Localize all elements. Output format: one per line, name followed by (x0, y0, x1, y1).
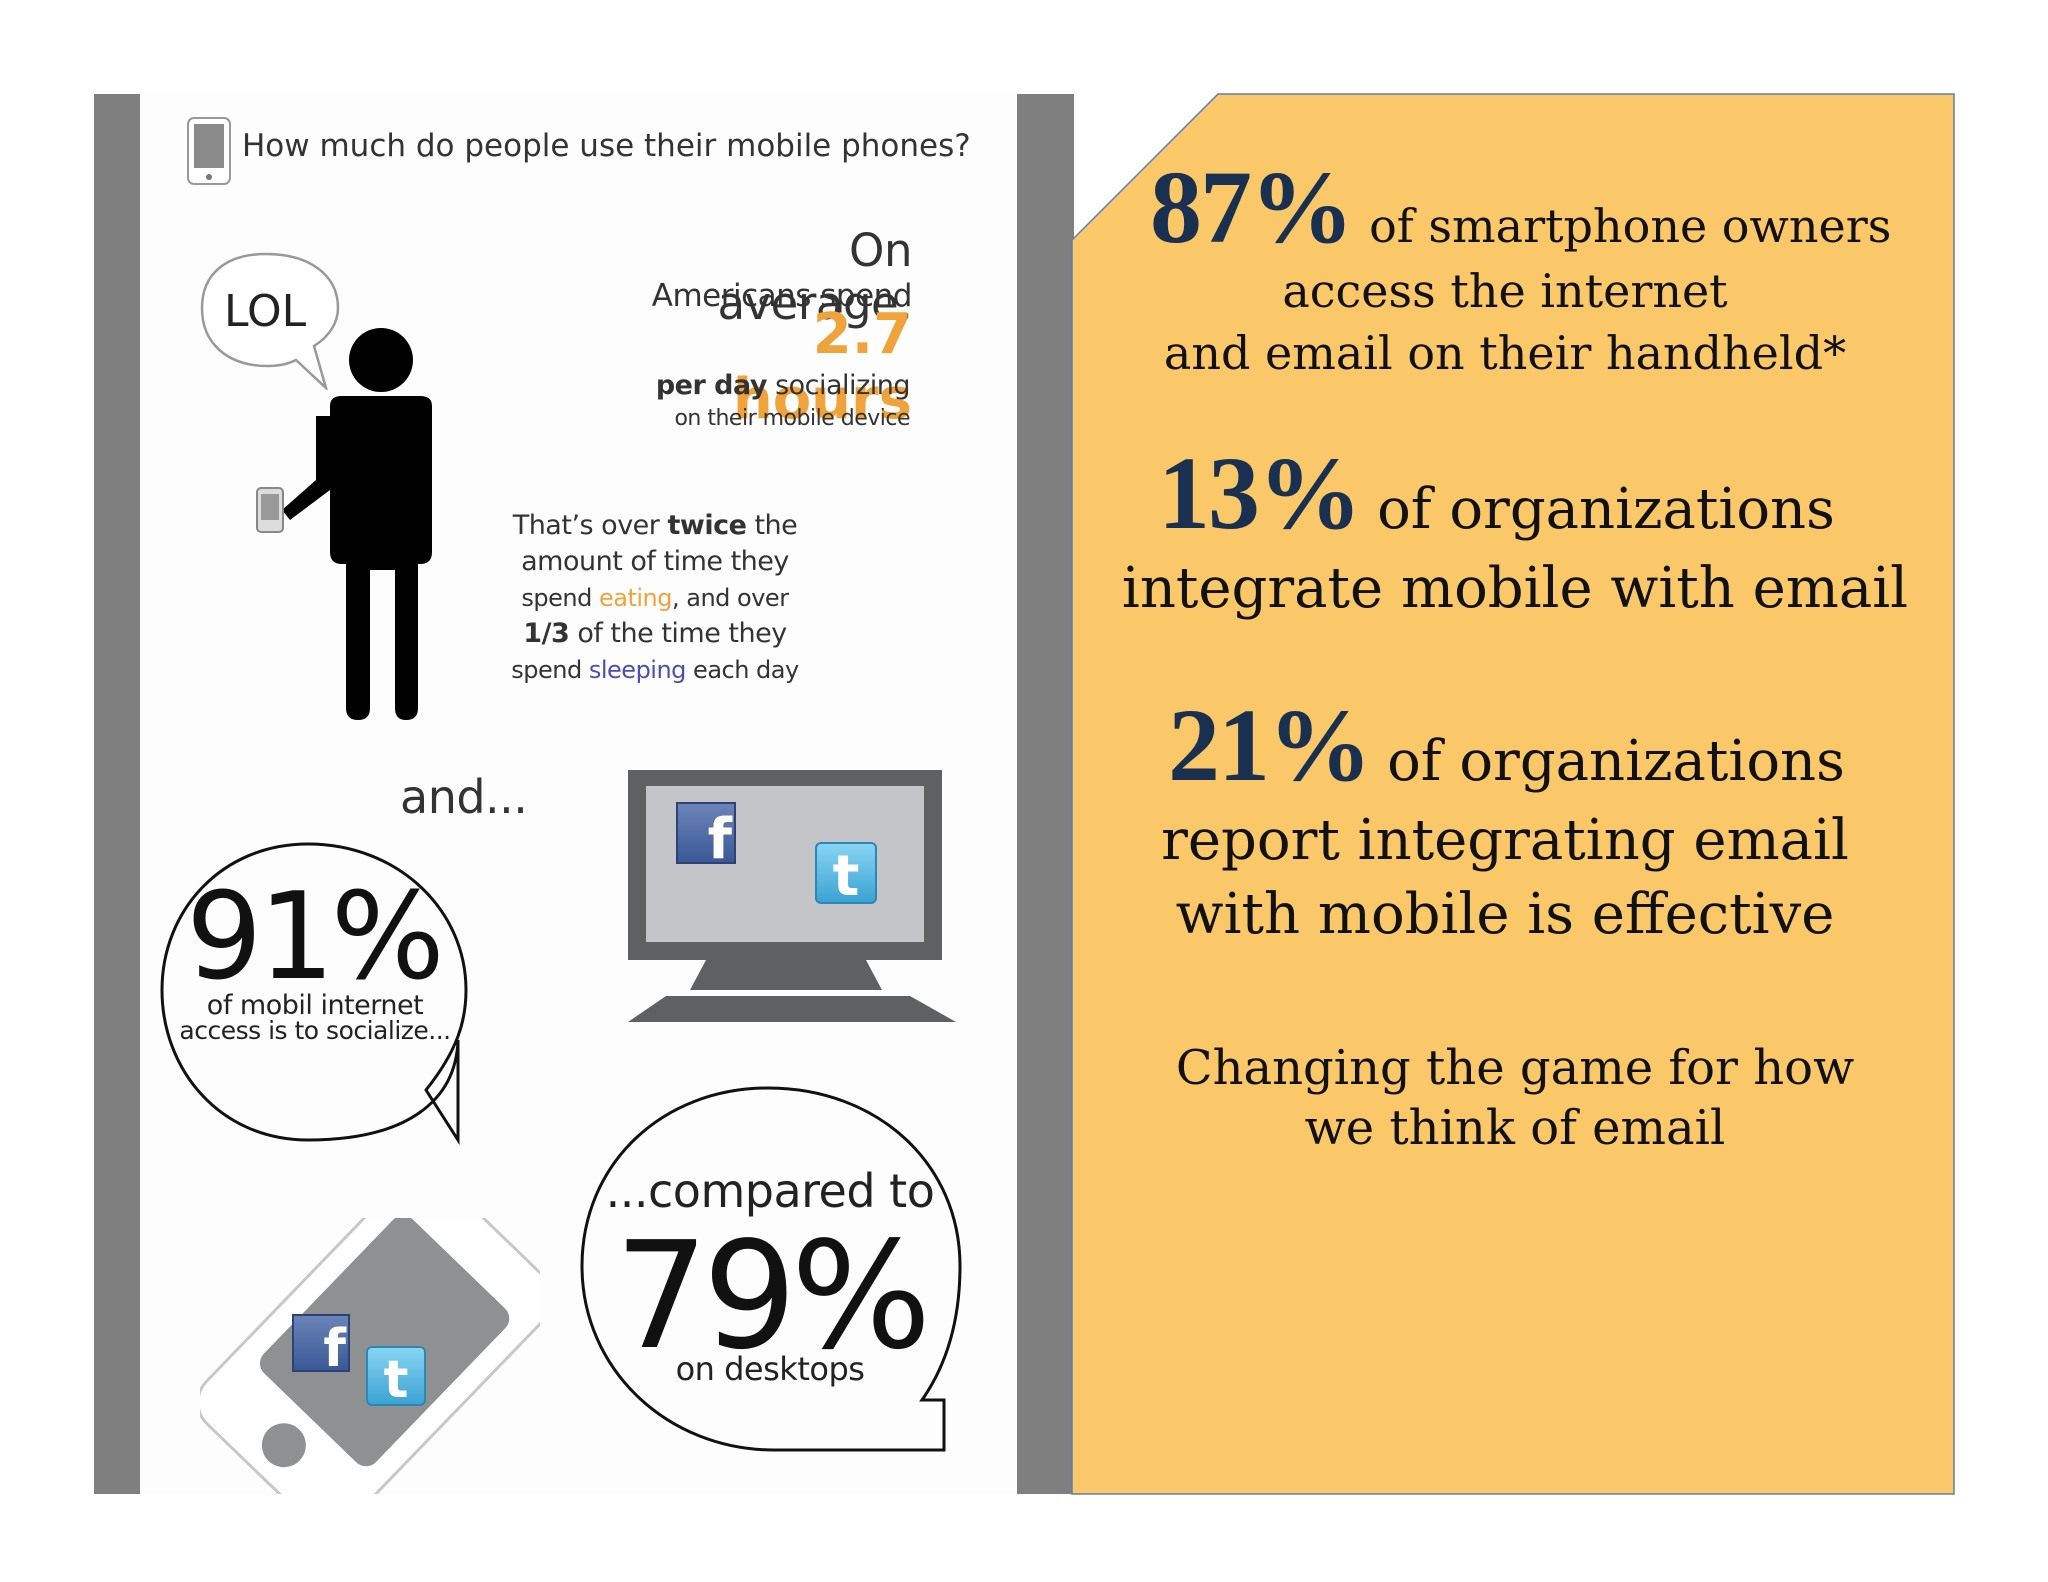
americans-spend-text: Americans spend (651, 278, 913, 314)
stat-13-line2: integrate mobile with email (1121, 556, 1909, 621)
sleeping-word: sleeping (588, 656, 687, 684)
and-text: and... (400, 770, 528, 824)
lol-speech-bubble (200, 252, 340, 390)
twice-line1-c: the (746, 510, 798, 541)
twice-line3-a: spend (521, 584, 599, 612)
twitter-icon: t (815, 842, 877, 904)
on-desktops-text: on desktops (675, 1350, 865, 1388)
tagline-line1: Changing the game for how (1175, 1040, 1855, 1096)
socializing-text: socializing (767, 370, 910, 401)
stat-79-speech-bubble (580, 1086, 962, 1452)
mobile-phone-icon (187, 117, 231, 185)
stat-87: 87% of smartphone owners (1150, 148, 1891, 267)
stat-21-line3: with mobile is effective (1175, 882, 1835, 947)
lol-text: LOL (224, 286, 307, 337)
twitter-icon-phone: t (366, 1346, 426, 1406)
question-heading: How much do people use their mobile phon… (242, 128, 971, 164)
stat-21: 21% of organizations (1168, 686, 1845, 805)
twice-line5-a: spend (511, 656, 589, 684)
twice-bold: twice (667, 510, 747, 541)
stat-13-line1: of organizations (1377, 477, 1835, 542)
compared-to-text: ...compared to (605, 1164, 935, 1218)
one-third-bold: 1/3 (523, 618, 570, 649)
person-figure (256, 328, 432, 720)
facebook-icon: f (676, 802, 736, 864)
twice-paragraph: That’s over twice the amount of time the… (500, 508, 810, 688)
desktop-monitor-illustration (628, 770, 956, 1022)
twice-line-4: 1/3 of the time they (500, 616, 810, 652)
stat-79-value: 79% (614, 1210, 932, 1382)
stat-21-line1: of organizations (1387, 729, 1845, 794)
on-average-heading: On average, (717, 224, 912, 330)
tagline-line2: we think of email (1304, 1100, 1726, 1156)
stat-91-line1: of mobil internet (206, 990, 424, 1021)
stat-87-line1: of smartphone owners (1369, 199, 1892, 253)
stat-21-value: 21% (1168, 688, 1372, 803)
stat-91-line2: access is to socialize... (179, 1016, 451, 1045)
stat-91-value: 91% (186, 868, 445, 1007)
twice-line-5: spend sleeping each day (500, 652, 810, 688)
stat-13-value: 13% (1158, 436, 1362, 551)
stat-13: 13% of organizations (1158, 434, 1835, 553)
twice-line5-c: each day (685, 656, 799, 684)
facebook-icon-phone: f (292, 1314, 350, 1372)
stat-87-line2: access the internet (1282, 264, 1728, 318)
twice-line-1: That’s over twice the (500, 508, 810, 544)
right-panel-background (1071, 93, 1955, 1495)
stat-91-speech-bubble (160, 842, 468, 1146)
on-device-text: on their mobile device (674, 406, 910, 431)
stat-87-line3: and email on their handheld* (1163, 326, 1847, 380)
twice-line-2: amount of time they (521, 546, 789, 577)
stat-87-value: 87% (1150, 150, 1354, 265)
stat-21-line2: report integrating email (1161, 808, 1849, 873)
eating-word: eating (599, 584, 673, 612)
twice-line3-c: , and over (672, 584, 789, 612)
per-day-text: per day socializing (620, 370, 911, 401)
per-day-bold: per day (655, 370, 768, 401)
twice-line-3: spend eating, and over (500, 580, 810, 616)
hours-stat: 2.7 hours (732, 302, 912, 432)
twice-line1-a: That’s over (512, 510, 668, 541)
twice-line4-b: of the time they (569, 618, 787, 649)
